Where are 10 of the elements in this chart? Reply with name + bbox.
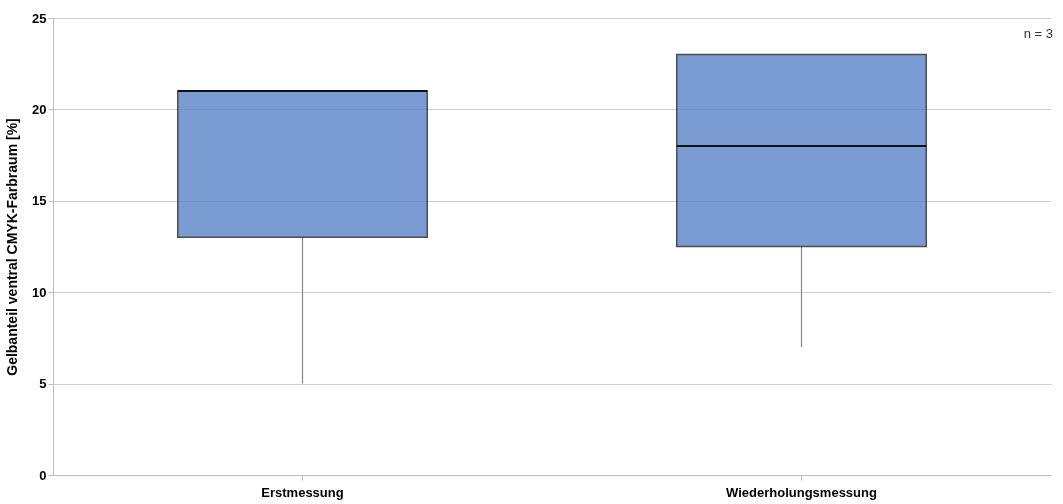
y-tick-label: 20 bbox=[32, 101, 47, 117]
y-tick-label: 0 bbox=[39, 467, 47, 483]
y-tick-label: 10 bbox=[32, 284, 47, 300]
y-axis-title: Gelbanteil ventral CMYK-Farbraum [%] bbox=[4, 118, 21, 376]
x-tick-label: Wiederholungsmessung bbox=[726, 484, 877, 500]
x-tick-label: Erstmessung bbox=[261, 484, 344, 500]
y-tick-label: 25 bbox=[32, 10, 47, 26]
y-tick-label: 5 bbox=[39, 376, 47, 392]
annotation: n = 3 bbox=[1023, 26, 1053, 41]
y-tick-label: 15 bbox=[32, 193, 47, 209]
